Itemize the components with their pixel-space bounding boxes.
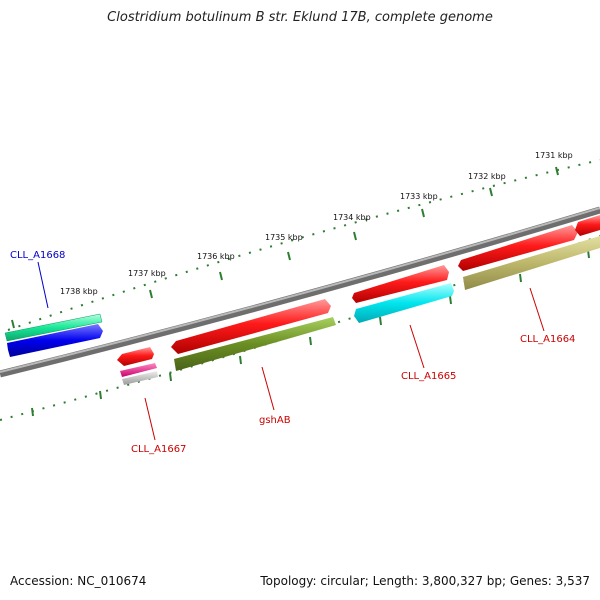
gene-label-CLL_A1667[interactable]: CLL_A1667: [131, 444, 186, 455]
tick-labels: 1738 kbp 1737 kbp 1736 kbp 1735 kbp 1734…: [60, 151, 573, 296]
gene-arrow-forward[interactable]: [4, 313, 103, 342]
accession-text: Accession: NC_010674: [10, 574, 147, 588]
major-tick: [555, 166, 559, 176]
gene-arrow-partial[interactable]: [575, 215, 600, 236]
gene-label-leader: [144, 397, 156, 441]
gene-label-leader: [529, 287, 545, 332]
outer-scale-ring: [7, 159, 600, 331]
tick-label-1731: 1731 kbp: [535, 151, 573, 160]
gene-arrow-reverse[interactable]: [354, 283, 454, 323]
map-title: Clostridium botulinum B str. Eklund 17B,…: [107, 10, 493, 25]
major-tick: [219, 271, 223, 281]
gene-arrow-forward[interactable]: [117, 347, 154, 366]
gene-label-leader: [409, 324, 425, 369]
gene-label-CLL_A1664[interactable]: CLL_A1664: [520, 334, 575, 345]
tick-label-1734: 1734 kbp: [333, 213, 371, 222]
major-tick: [149, 289, 153, 299]
gene-CLL_A1668[interactable]: CLL_A1668: [4, 250, 103, 357]
gene-arrow-reverse[interactable]: [120, 363, 157, 377]
gene-label-CLL_A1668[interactable]: CLL_A1668: [10, 250, 65, 261]
gene-label-leader: [261, 366, 275, 411]
genome-backbone: [0, 206, 600, 378]
gene-arrow-forward[interactable]: [171, 299, 331, 354]
gene-label-gshAB[interactable]: gshAB: [259, 415, 291, 426]
tick-label-1732: 1732 kbp: [468, 172, 506, 181]
tick-label-1737: 1737 kbp: [128, 269, 166, 278]
gene-arrow-reverse[interactable]: [7, 324, 103, 357]
major-tick: [11, 319, 15, 329]
gene-arrow-reverse-2[interactable]: [122, 371, 158, 385]
gene-arrow-forward[interactable]: [352, 265, 449, 303]
tick-label-1736: 1736 kbp: [197, 252, 235, 261]
major-tick: [489, 187, 493, 197]
gene-gshAB[interactable]: gshAB: [171, 299, 336, 426]
gene-CLL_A1664[interactable]: CLL_A1664: [458, 225, 600, 345]
tick-label-1733: 1733 kbp: [400, 192, 438, 201]
gene-label-leader: [37, 261, 49, 309]
gene-label-CLL_A1665[interactable]: CLL_A1665: [401, 371, 456, 382]
major-tick: [287, 251, 291, 261]
tick-label-1738: 1738 kbp: [60, 287, 98, 296]
major-tick: [421, 208, 425, 218]
genome-summary-text: Topology: circular; Length: 3,800,327 bp…: [260, 574, 590, 588]
gene-arrow-reverse[interactable]: [463, 236, 600, 290]
gene-CLL_A1665[interactable]: CLL_A1665: [352, 265, 456, 382]
gene-arrow-reverse[interactable]: [174, 317, 336, 371]
gene-arrow-forward[interactable]: [458, 225, 578, 271]
gene-CLL_A1667[interactable]: CLL_A1667: [117, 347, 186, 455]
inner-scale-ring: [0, 235, 600, 421]
major-tick: [353, 231, 357, 241]
tick-label-1735: 1735 kbp: [265, 233, 303, 242]
